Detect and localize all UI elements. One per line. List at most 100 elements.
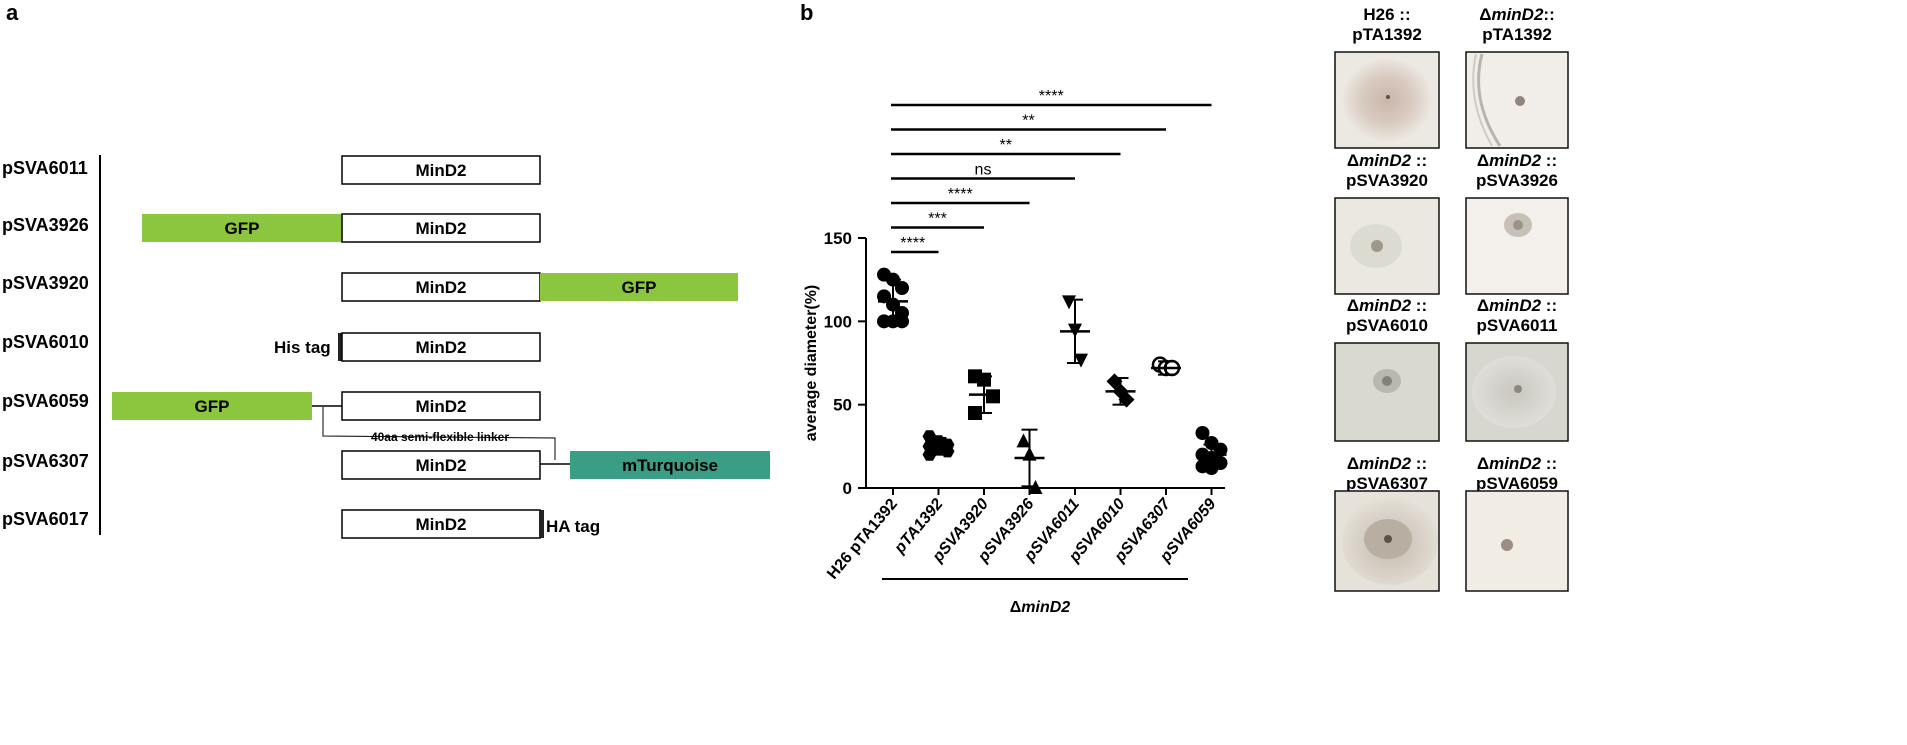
plate-title-line2: pSVA6010	[1346, 316, 1428, 335]
construct-name: pSVA3926	[2, 215, 89, 235]
mind2-domain	[341, 450, 541, 480]
significance-label: ****	[1039, 88, 1064, 105]
plate-title-line2: pSVA3926	[1476, 171, 1558, 190]
plate-title-line2: pSVA6059	[1476, 474, 1558, 493]
group-label: ΔminD2	[1010, 599, 1071, 616]
data-point	[1062, 295, 1076, 310]
construct-name: pSVA6307	[2, 451, 89, 471]
plate-title-line2: pSVA3920	[1346, 171, 1428, 190]
ha-tag-block	[539, 510, 544, 538]
plate-photo	[1334, 197, 1440, 295]
construct-row-pSVA6307: pSVA6307 MinD2 mTurquoise	[2, 450, 770, 480]
domain-label: MinD2	[416, 338, 467, 357]
construct-name: pSVA6010	[2, 332, 89, 352]
data-point	[895, 314, 909, 329]
mind2-domain	[341, 155, 541, 185]
domain-label: MinD2	[416, 219, 467, 238]
plate-title-line1: ΔminD2 ::	[1477, 454, 1557, 473]
significance-label: ****	[900, 235, 925, 252]
plate-photo	[1465, 51, 1569, 149]
his-tag-block	[338, 333, 343, 361]
construct-row-pSVA6011: pSVA6011 MinD2	[2, 155, 541, 185]
series-pSVA6307	[1151, 356, 1181, 377]
construct-row-pSVA3926: pSVA3926 GFP MinD2	[2, 213, 541, 243]
significance-label: ***	[928, 211, 947, 228]
mind2-domain	[341, 272, 541, 302]
data-point	[1074, 353, 1088, 368]
mind2-domain	[341, 332, 541, 362]
plate-photo	[1465, 342, 1569, 442]
construct-name: pSVA6017	[2, 509, 89, 529]
plate-photo	[1465, 490, 1569, 592]
linker-bracket	[322, 407, 556, 460]
domain-label: mTurquoise	[622, 456, 718, 475]
x-tick-label: H26 pTA1392	[824, 496, 901, 583]
y-ticks: 0 50 100 150	[824, 229, 866, 498]
plate-title-line2: pTA1392	[1482, 25, 1552, 44]
series-pTA1392	[922, 430, 955, 461]
construct-row-pSVA3920: pSVA3920 MinD2 GFP	[2, 272, 738, 302]
gfp-domain	[142, 214, 342, 242]
plate-title-line1: ΔminD2::	[1479, 5, 1555, 24]
domain-label: MinD2	[416, 456, 467, 475]
series-pSVA3920	[968, 369, 1000, 420]
data-point	[1213, 442, 1228, 457]
gfp-domain	[540, 273, 738, 301]
plate-title-line1: ΔminD2 ::	[1347, 151, 1427, 170]
y-tick-label: 100	[824, 312, 852, 331]
plate-title-line1: H26 ::	[1363, 5, 1410, 24]
domain-label: MinD2	[416, 278, 467, 297]
plate-title-line1: ΔminD2 ::	[1477, 296, 1557, 315]
construct-name: pSVA6059	[2, 391, 89, 411]
series-pSVA3926	[1014, 428, 1045, 494]
plate-title-line2: pSVA6011	[1477, 316, 1558, 335]
series-H26-pTA1392	[877, 267, 909, 329]
mturquoise-domain	[570, 451, 770, 479]
plate-photo	[1334, 490, 1440, 592]
plate-title-line1: ΔminD2 ::	[1347, 454, 1427, 473]
series-pSVA6059	[1195, 426, 1228, 475]
plate-title-line2: pSVA6307	[1346, 474, 1428, 493]
data-point	[877, 289, 891, 304]
panel-a-label: a	[6, 0, 19, 25]
significance-label: **	[1022, 113, 1034, 130]
significance-label: ****	[948, 186, 973, 203]
domain-label: MinD2	[416, 397, 467, 416]
ha-tag-label: HA tag	[546, 517, 600, 536]
gfp-domain	[112, 392, 312, 420]
data-point	[1195, 426, 1210, 440]
data-point	[895, 281, 909, 295]
linker-label: 40aa semi-flexible linker	[371, 430, 509, 444]
significance-label: ns	[975, 162, 992, 179]
x-tick-labels: H26 pTA1392pTA1392pSVA3920pSVA3926pSVA60…	[824, 488, 1220, 583]
data-point	[986, 389, 1000, 404]
domain-label: GFP	[225, 219, 260, 238]
panel-b-label: b	[800, 0, 813, 25]
plate-title-line1: ΔminD2 ::	[1347, 296, 1427, 315]
y-tick-label: 50	[833, 396, 852, 415]
construct-name: pSVA3920	[2, 273, 89, 293]
construct-row-pSVA6059: pSVA6059 GFP MinD2	[2, 391, 541, 421]
data-points	[877, 267, 1228, 494]
domain-label: GFP	[195, 397, 230, 416]
significance-label: **	[1000, 137, 1012, 154]
data-point	[1016, 433, 1031, 448]
construct-row-pSVA6010: pSVA6010 His tag MinD2	[2, 332, 541, 362]
plate-photo	[1334, 51, 1440, 149]
plate-title-line2: pTA1392	[1352, 25, 1422, 44]
y-axis-label: average diameter(%)	[803, 285, 820, 442]
series-pSVA6011	[1060, 295, 1090, 368]
domain-label: MinD2	[416, 161, 467, 180]
domain-label: MinD2	[416, 515, 467, 534]
plate-photo	[1334, 342, 1440, 442]
plate-photo	[1465, 197, 1569, 295]
construct-name: pSVA6011	[2, 158, 88, 178]
data-point	[968, 406, 982, 420]
his-tag-label: His tag	[274, 338, 331, 357]
series-pSVA6010	[1105, 373, 1136, 408]
significance-brackets: ***********ns********	[891, 88, 1212, 254]
